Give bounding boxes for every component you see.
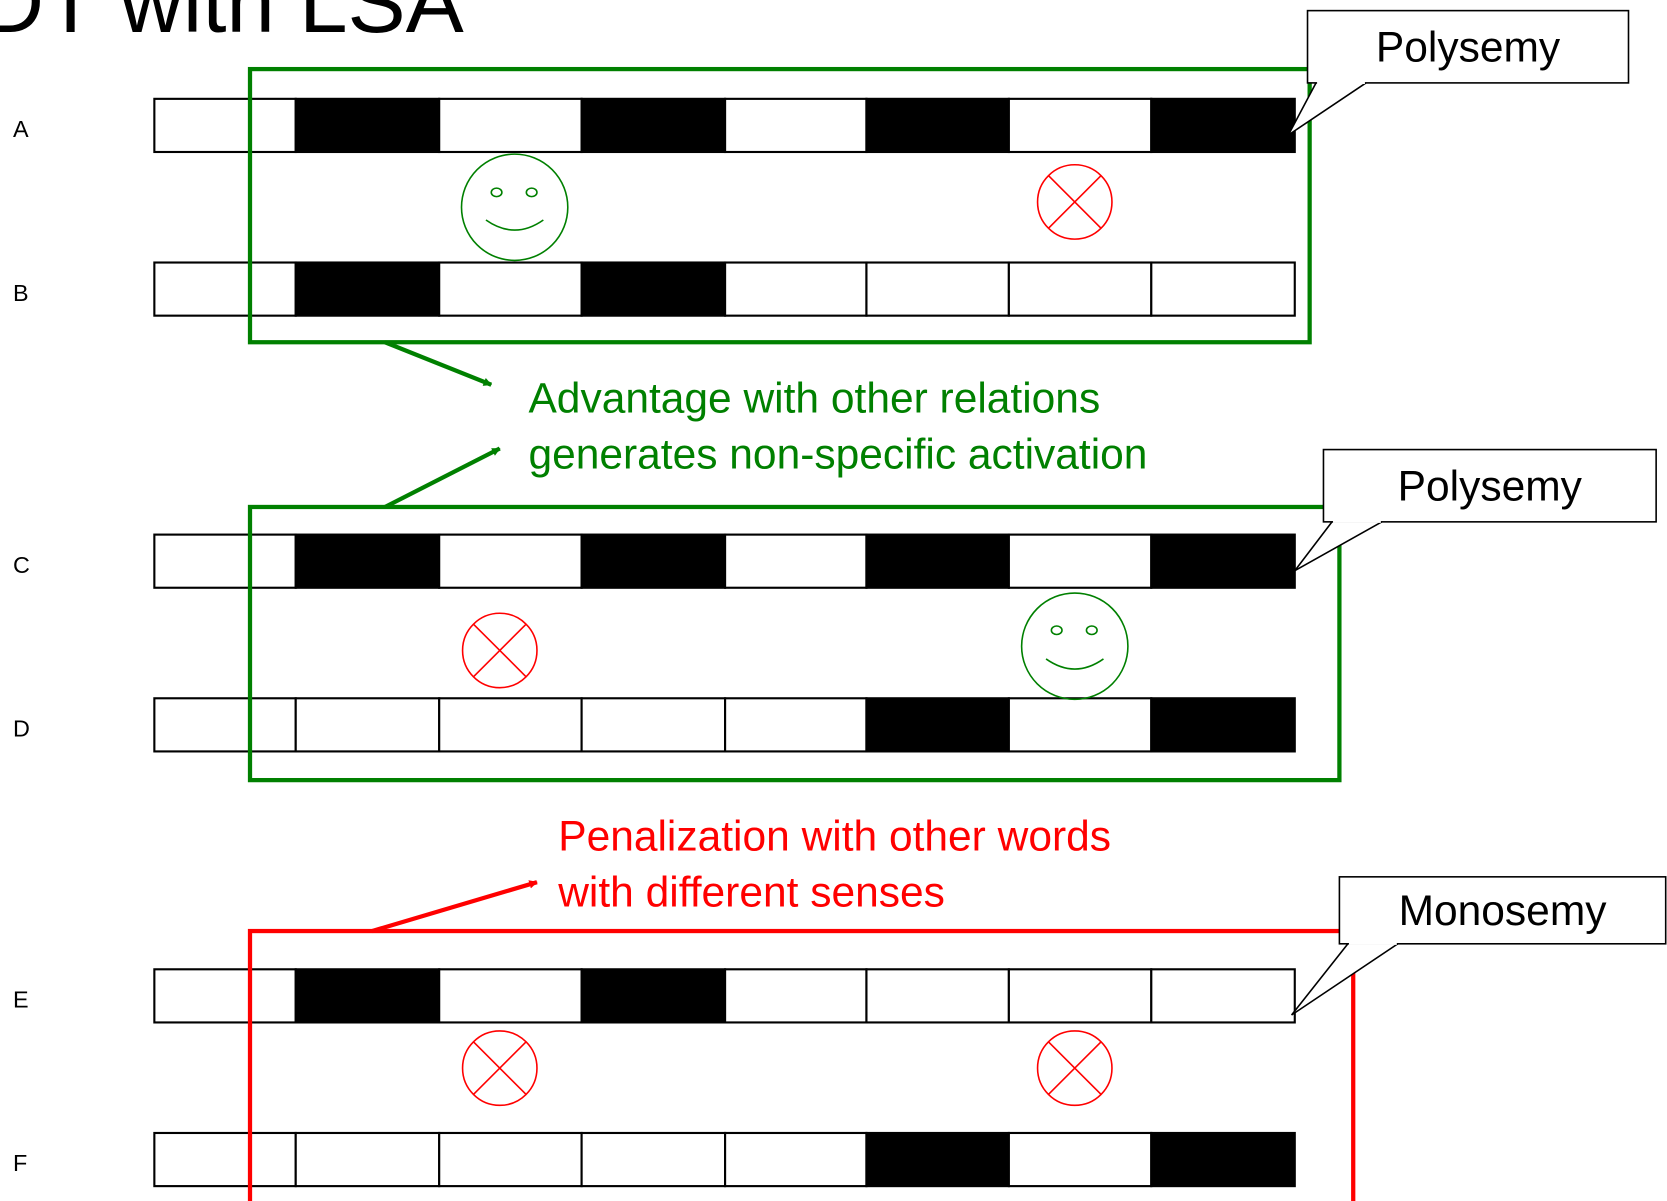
circle [1036,1030,1113,1107]
circle [1036,163,1113,240]
arrow [384,446,501,509]
cell [1150,97,1296,154]
cell [1150,261,1296,317]
cell [438,261,583,317]
row-label: E [13,987,29,1013]
cell [153,697,297,753]
row-label: D [13,716,30,742]
callouts: Polysemy Polysemy Monosemy [1287,9,1667,1016]
cell [1007,697,1153,753]
circle [461,612,538,689]
callout-tail [1290,943,1399,1016]
cell [1007,1131,1153,1188]
row-label: A [13,116,29,142]
cell [724,968,868,1024]
cell [1007,97,1153,154]
callout-tail [1294,521,1383,572]
callout-box [1322,448,1657,523]
cell [438,1131,583,1188]
cell [580,697,727,753]
note-line: Penalization with other words [558,813,1111,860]
cell [724,97,868,154]
cell [580,97,727,154]
row-label: C [13,552,30,578]
cell [724,261,868,317]
note-line: with different senses [557,870,945,917]
note-line: generates non-specific activation [528,432,1147,479]
callout-tail [1287,82,1367,136]
cell [580,533,727,589]
cell [153,1131,297,1188]
cell [865,533,1010,589]
callout-box [1306,9,1630,84]
cell [153,533,297,589]
cell [294,1131,441,1188]
cell [438,97,583,154]
cell [438,968,583,1024]
callout-box [1338,876,1667,945]
cross [472,1041,527,1096]
cell [438,533,583,589]
cell [865,968,1010,1024]
cross [1047,174,1102,230]
cell [294,261,441,317]
callout-label: Polysemy [1376,25,1561,72]
cell [1150,968,1296,1024]
cell [294,97,441,154]
slide-title: DT with LSA [0,0,464,51]
note-line: Advantage with other relations [528,375,1100,422]
cross [1047,1041,1102,1096]
smiley [1020,592,1129,701]
cross-circle [1036,163,1113,240]
cell [1150,1131,1296,1188]
cell [724,697,868,753]
green-frame [247,66,1312,345]
cell [1007,261,1153,317]
cell [294,533,441,589]
cross-circle [461,1030,538,1107]
cell [724,533,868,589]
cell [1007,968,1153,1024]
cell [865,261,1010,317]
cross [472,623,527,678]
cell [580,968,727,1024]
callout-label: Monosemy [1399,888,1608,935]
cell [724,1131,868,1188]
red-frame [247,928,1356,1201]
arrow [384,340,493,387]
cell [865,697,1010,753]
cross-circle [461,612,538,689]
green-frame [247,504,1342,783]
cell [438,697,583,753]
cell [580,261,727,317]
cell [153,97,297,154]
row-label: B [13,280,29,306]
cell [1150,697,1296,753]
callout-label: Polysemy [1398,464,1583,511]
cell [294,968,441,1024]
row-label: F [13,1150,27,1176]
cell [580,1131,727,1188]
cell [153,968,297,1024]
crosses [461,163,1113,1107]
cell [1007,533,1153,589]
cell [294,697,441,753]
cell [153,261,297,317]
cell [865,97,1010,154]
arrow [371,880,538,934]
bars: A B C D E F [13,97,1296,1188]
cell [865,1131,1010,1188]
circle [461,1030,538,1107]
smiley [460,153,569,262]
cell [1150,533,1296,589]
cross-circle [1036,1030,1113,1107]
